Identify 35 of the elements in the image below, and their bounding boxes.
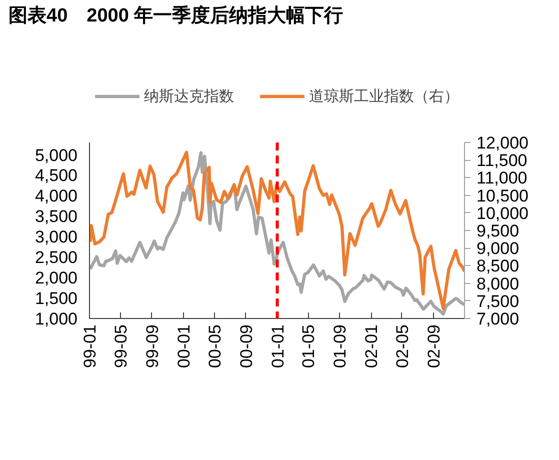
y2-tick-label: 10,500 bbox=[476, 186, 528, 206]
y-tick-label: 2,500 bbox=[34, 248, 78, 268]
legend-label: 道琼斯工业指数（右） bbox=[309, 86, 459, 106]
x-tick-label: 01-05 bbox=[299, 324, 318, 368]
x-tick-label: 01-01 bbox=[268, 324, 288, 368]
y2-tick-label: 8,000 bbox=[476, 274, 520, 294]
y2-tick-label: 7,500 bbox=[476, 292, 520, 311]
y2-tick-label: 12,000 bbox=[476, 134, 528, 152]
legend-label: 纳斯达克指数 bbox=[144, 86, 234, 106]
x-tick-label: 99-05 bbox=[111, 324, 130, 368]
x-tick-label: 00-05 bbox=[205, 324, 224, 368]
y2-tick-label: 9,000 bbox=[476, 239, 520, 258]
y2-tick-label: 8,500 bbox=[476, 256, 520, 276]
y2-tick-label: 9,500 bbox=[476, 222, 520, 240]
x-tick-label: 99-01 bbox=[80, 324, 100, 368]
chart-title: 图表40 2000 年一季度后纳指大幅下行 bbox=[8, 4, 344, 26]
x-tick-label: 99-09 bbox=[142, 324, 162, 368]
y2-tick-label: 11,500 bbox=[476, 151, 528, 170]
x-tick-label: 02-09 bbox=[424, 324, 444, 368]
x-tick-label: 02-05 bbox=[392, 324, 412, 368]
x-tick-label: 00-09 bbox=[236, 324, 256, 368]
y-tick-label: 3,500 bbox=[34, 207, 78, 226]
x-tick-label: 01-09 bbox=[330, 324, 350, 368]
y-tick-label: 1,500 bbox=[34, 289, 78, 308]
y2-tick-label: 7,000 bbox=[476, 310, 520, 328]
y-tick-label: 4,500 bbox=[34, 166, 78, 186]
y-tick-label: 3,000 bbox=[34, 228, 78, 247]
x-tick-label: 02-01 bbox=[362, 324, 382, 368]
y-tick-label: 5,000 bbox=[34, 146, 78, 165]
y2-tick-label: 10,000 bbox=[476, 204, 528, 223]
y-tick-label: 1,000 bbox=[34, 310, 78, 328]
y-tick-label: 4,000 bbox=[34, 186, 78, 206]
x-tick-label: 00-01 bbox=[174, 324, 194, 368]
y2-tick-label: 11,000 bbox=[476, 168, 528, 188]
y-tick-label: 2,000 bbox=[34, 268, 78, 288]
